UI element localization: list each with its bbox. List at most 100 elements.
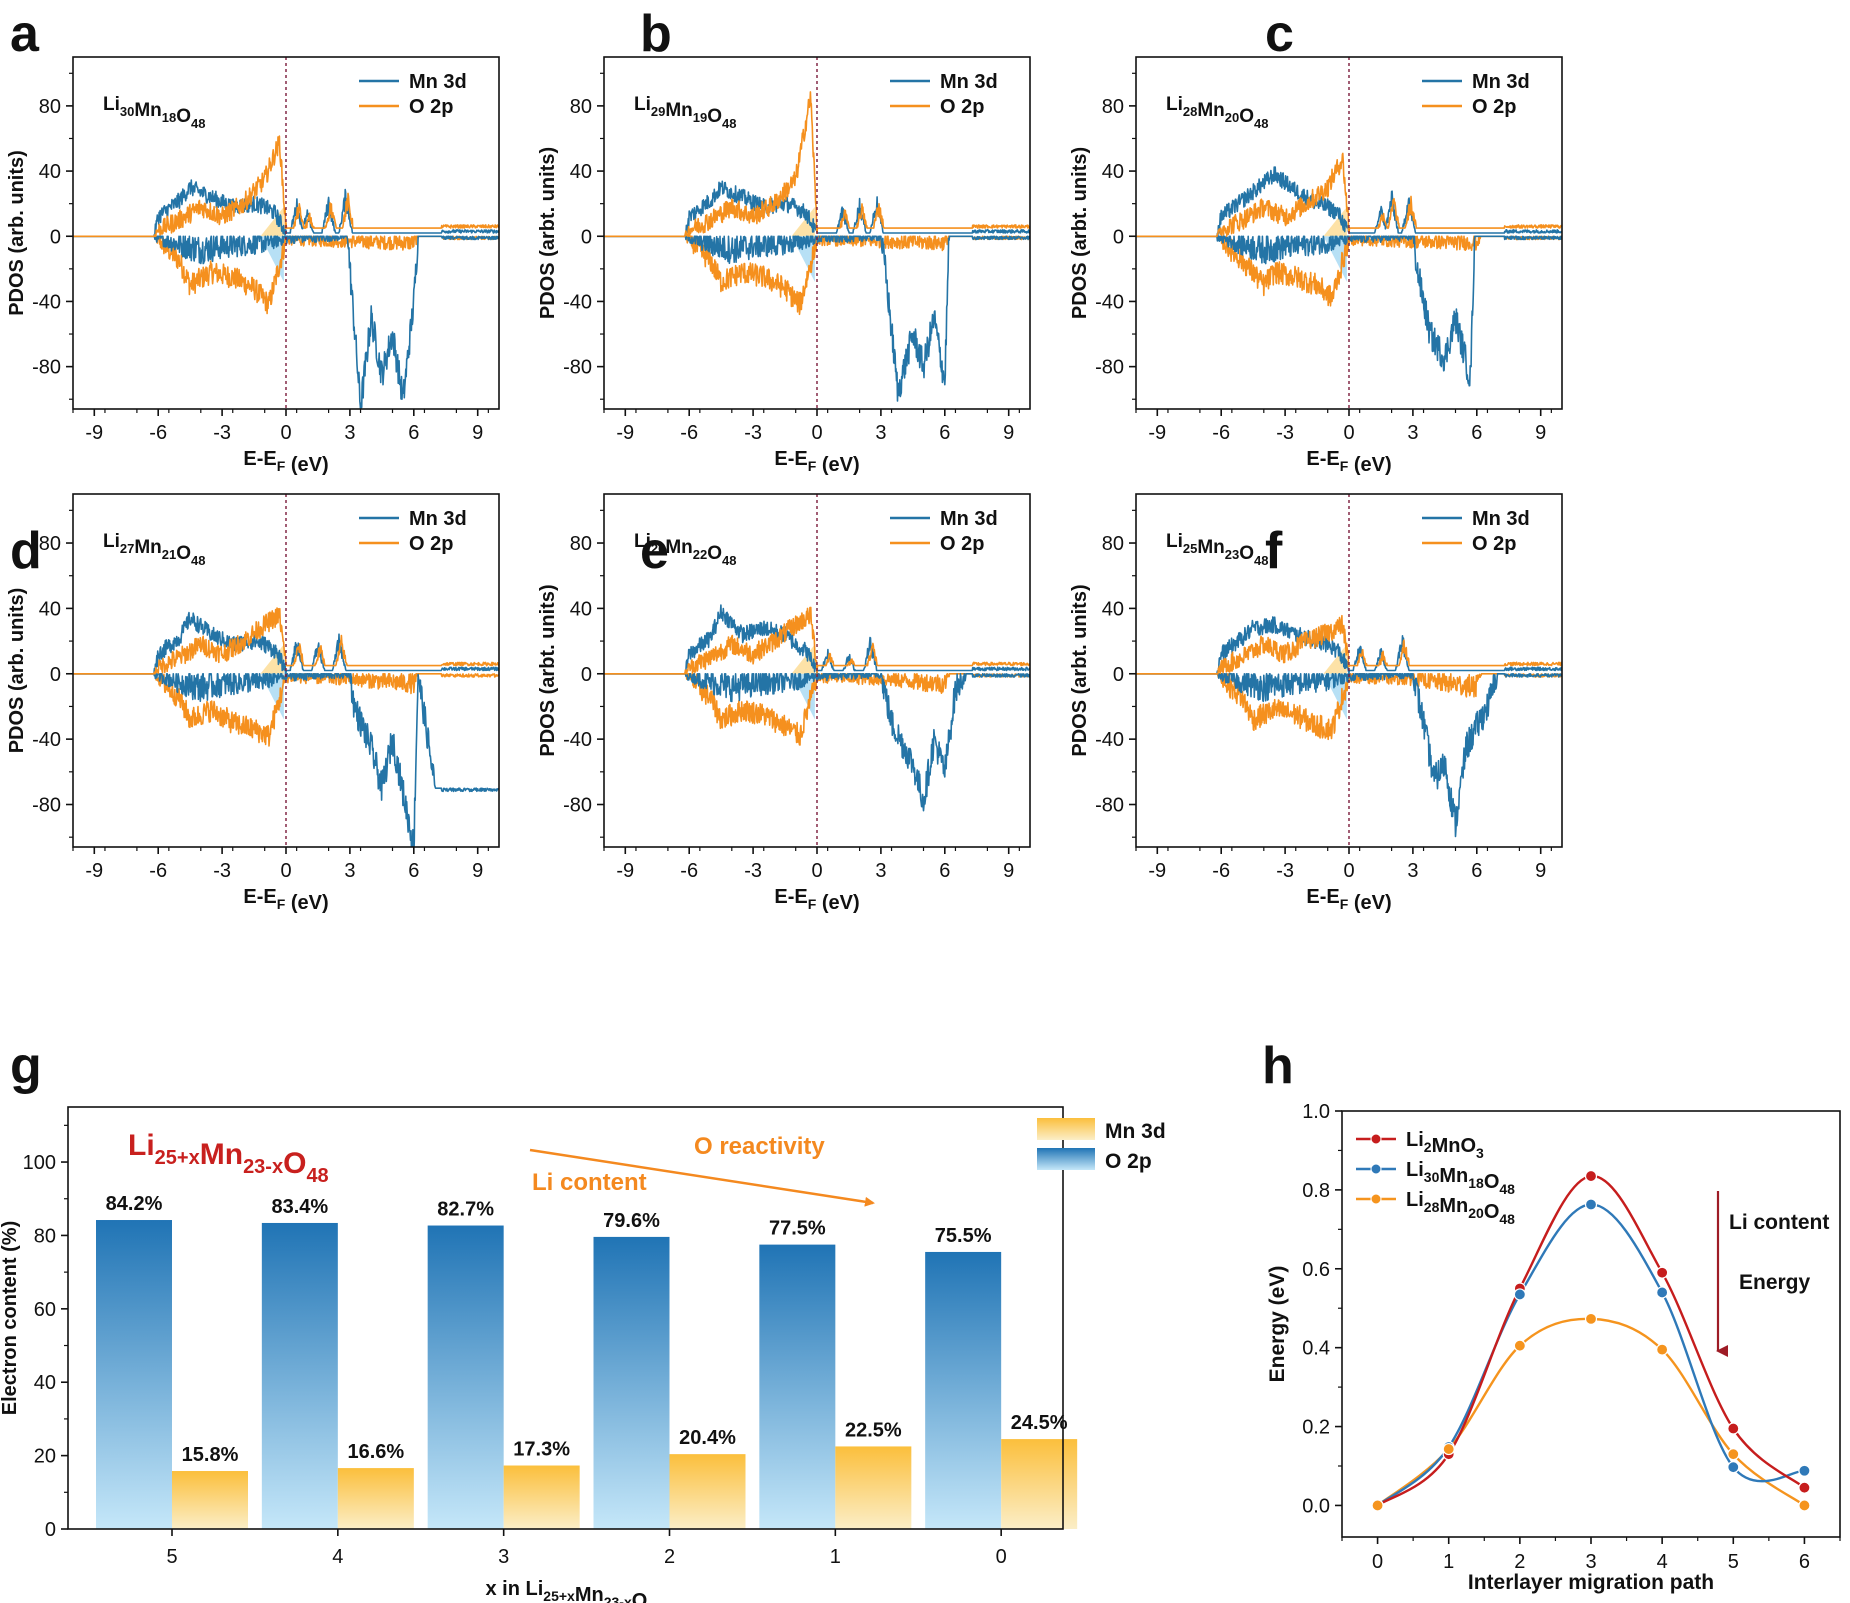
x-tick-label: 0 <box>1343 860 1354 882</box>
pdos-formula-label: Li28Mn20O48 <box>1166 94 1269 131</box>
x-tick-label: -3 <box>1276 422 1294 444</box>
x-tick-label: -3 <box>1276 860 1294 882</box>
x-tick-label: -6 <box>1212 860 1230 882</box>
x-tick-label: 9 <box>1003 860 1014 882</box>
bar-mn-3d <box>172 1471 248 1529</box>
bar-mn-3d <box>669 1454 746 1529</box>
pdos-plot-area <box>604 604 1030 812</box>
x-tick-label: 3 <box>875 860 886 882</box>
panel-letter-d: d <box>10 522 42 580</box>
x-tick-label: 0 <box>811 860 822 882</box>
pdos-x-axis-label: E-EF (eV) <box>243 886 328 914</box>
legend-label-mn-3d: Mn 3d <box>1472 71 1530 93</box>
y-tick-label: -40 <box>32 291 61 313</box>
y-tick-label: -80 <box>563 795 592 817</box>
y-tick-label: 60 <box>34 1299 56 1321</box>
x-tick-label: -3 <box>213 422 231 444</box>
y-tick-label: 0.0 <box>1302 1495 1330 1517</box>
point-li28mn20o48 <box>1656 1343 1669 1356</box>
legend-label-mn-3d: Mn 3d <box>1472 508 1530 530</box>
pdos-x-axis-label: E-EF (eV) <box>1306 886 1391 914</box>
legend-label-li2mno3: Li2MnO3 <box>1406 1129 1484 1161</box>
panel-letter-h: h <box>1262 1037 1294 1095</box>
annotation-energy-h: Energy <box>1739 1271 1811 1294</box>
legend-label-o-2p: O 2p <box>1472 533 1516 555</box>
y-tick-label: -80 <box>563 357 592 379</box>
legend-label-o-2p: O 2p <box>940 533 984 555</box>
y-tick-label: -80 <box>1095 795 1124 817</box>
x-tick-label: -6 <box>149 860 167 882</box>
point-li28mn20o48 <box>1584 1312 1598 1325</box>
point-li30mn18o48 <box>1727 1461 1740 1474</box>
pdos-y-axis-label: PDOS (arbt. units) <box>1069 147 1091 319</box>
bar-mn-3d <box>337 1468 414 1529</box>
legend-label-mn-3d: Mn 3d <box>940 508 998 530</box>
legend-label-o-2p: O 2p <box>940 96 984 118</box>
y-tick-label: 80 <box>34 1225 56 1247</box>
x-tick-label: 0 <box>1372 1551 1383 1573</box>
y-tick-label: 0.6 <box>1302 1259 1330 1281</box>
legend-label-mn-3d: Mn 3d <box>409 508 467 530</box>
legend-swatch-mn-3d <box>1037 1118 1095 1140</box>
point-li2mno3 <box>1656 1266 1669 1279</box>
x-tick-label: -9 <box>616 422 634 444</box>
point-li2mno3 <box>1727 1422 1740 1435</box>
energy-y-axis-label: Energy (eV) <box>1266 1266 1289 1383</box>
y-tick-label: 80 <box>570 96 592 118</box>
energy-x-axis-label: Interlayer migration path <box>1468 1571 1714 1594</box>
x-tick-label: 0 <box>1343 422 1354 444</box>
point-li2mno3 <box>1584 1169 1598 1183</box>
panel-letter-e: e <box>640 522 669 580</box>
x-tick-label: -9 <box>85 422 103 444</box>
pdos-plot-area <box>73 135 499 409</box>
x-tick-label: -9 <box>1148 422 1166 444</box>
pdos-x-axis-label: E-EF (eV) <box>774 886 859 914</box>
point-li28mn20o48 <box>1727 1448 1740 1461</box>
y-tick-label: 0 <box>581 664 592 686</box>
x-tick-label: -6 <box>149 422 167 444</box>
o-spin-up-shade <box>1323 644 1347 674</box>
point-li28mn20o48 <box>1442 1442 1455 1456</box>
x-tick-label: 5 <box>166 1546 177 1568</box>
x-tick-label: 0 <box>996 1546 1007 1568</box>
bar-value-label-o-2p: 77.5% <box>769 1218 826 1240</box>
y-tick-label: 40 <box>39 598 61 620</box>
legend-label-o-2p: O 2p <box>409 96 453 118</box>
x-tick-label: 6 <box>939 860 950 882</box>
y-tick-label: -40 <box>32 729 61 751</box>
x-tick-label: 3 <box>1407 860 1418 882</box>
pdos-y-axis-label: PDOS (arbt. units) <box>537 584 559 756</box>
pdos-y-axis-label: PDOS (arbt. units) <box>1069 584 1091 756</box>
y-tick-label: 40 <box>1102 161 1124 183</box>
y-tick-label: 0.4 <box>1302 1338 1330 1360</box>
y-tick-label: -40 <box>563 729 592 751</box>
x-tick-label: 9 <box>1535 422 1546 444</box>
pdos-x-axis-label: E-EF (eV) <box>1306 448 1391 476</box>
legend-label-o-2p: O 2p <box>1105 1150 1152 1173</box>
pdos-panel-a: -9 -6 -3 0 3 6 9 80 40 0 -40 -80 E-EF (eV) PDOS (arb.… <box>6 56 500 476</box>
o-spin-up-shade <box>260 644 284 674</box>
bar-chart-g: 84.2%15.8%583.4%16.6%482.7%17.3%379.6%20… <box>0 1106 1166 1603</box>
annotation-li-content-h: Li content <box>1729 1211 1829 1234</box>
point-li30mn18o48 <box>1584 1198 1598 1211</box>
x-tick-label: 0 <box>811 422 822 444</box>
y-tick-label: 0 <box>1113 664 1124 686</box>
x-tick-label: 0 <box>280 860 291 882</box>
x-tick-label: 1 <box>830 1546 841 1568</box>
x-tick-label: 6 <box>1471 422 1482 444</box>
pdos-panel-d: -9 -6 -3 0 3 6 9 80 40 0 -40 -80 E-EF (eV) PDOS (arb.… <box>6 493 500 914</box>
y-tick-label: 80 <box>1102 533 1124 555</box>
bar-mn-3d <box>835 1446 912 1529</box>
bar-value-label-mn-3d: 22.5% <box>845 1419 902 1441</box>
panel-letter-g: g <box>10 1037 42 1095</box>
point-li28mn20o48 <box>1513 1339 1526 1352</box>
bar-y-axis-label: Electron content (%) <box>0 1221 21 1415</box>
bar-mn-3d <box>503 1465 580 1529</box>
curve-li28mn20o48 <box>1376 1317 1806 1507</box>
legend-marker-li28mn20o48 <box>1370 1193 1382 1205</box>
y-tick-label: 40 <box>39 161 61 183</box>
y-tick-label: 40 <box>570 161 592 183</box>
o-2p-spin-down-curve <box>1136 235 1562 307</box>
annotation-li-content: Li content <box>532 1169 647 1196</box>
legend-label-o-2p: O 2p <box>409 533 453 555</box>
